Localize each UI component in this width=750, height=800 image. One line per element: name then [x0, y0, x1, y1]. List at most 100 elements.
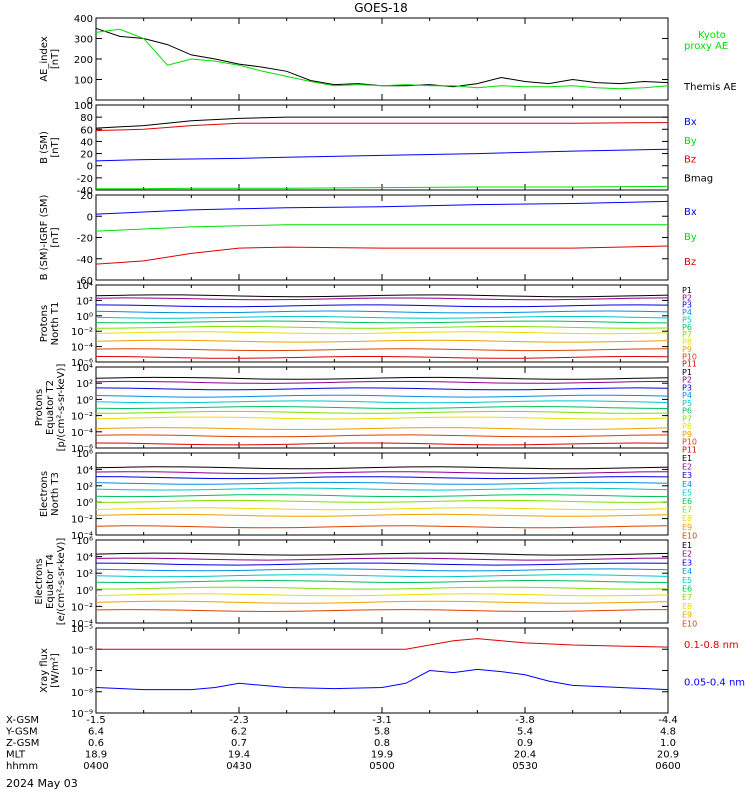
- level-line-P7: [95, 325, 669, 329]
- y-tick-label: 10⁻⁵: [71, 624, 93, 635]
- level-line-P10: [95, 348, 669, 352]
- legend-entry: Bx: [684, 207, 697, 218]
- axis-label-y: [e/(cm²-s-sr-keV)]: [56, 538, 67, 626]
- level-line-P7: [95, 410, 669, 414]
- panel-frame: [95, 104, 669, 191]
- panel-frame: [95, 627, 669, 714]
- y-tick-label: 0: [87, 212, 93, 223]
- legend-entry: E4: [682, 480, 692, 489]
- time-axis-value: 0400: [83, 761, 108, 772]
- y-tick-label: 100: [74, 76, 93, 87]
- time-axis-value: -4.4: [658, 715, 678, 726]
- y-tick-label: -40: [77, 255, 93, 266]
- panel-pnorth: 10⁻⁶ 10⁻⁴ 10⁻² 10⁰ 10² 10⁴ Protons North T1 P1P2…: [39, 281, 697, 369]
- y-tick-label: 10⁴: [76, 281, 93, 292]
- legend-entry: E1: [682, 454, 692, 463]
- series-line-bx: [95, 148, 669, 162]
- y-tick-label: 60: [80, 125, 93, 136]
- y-tick-label: 10²: [76, 296, 93, 307]
- time-axis-value: 18.9: [85, 750, 107, 761]
- y-tick-label: 10⁻⁴: [71, 343, 93, 354]
- axis-label-y: [p/(cm²-s-sr-keV)]: [56, 364, 67, 452]
- level-line-P3: [95, 387, 669, 391]
- time-axis-value: 5.8: [374, 727, 390, 738]
- y-tick-label: 10⁻⁶: [71, 444, 93, 455]
- legend-entry: E10: [682, 619, 697, 628]
- time-axis-row-label: Z-GSM: [6, 738, 39, 749]
- panel-frame: [95, 17, 669, 101]
- y-tick-label: 200: [74, 55, 93, 66]
- level-line-E8: [95, 507, 669, 511]
- legend-entry: E2: [682, 463, 692, 472]
- y-tick-label: 10⁰: [76, 586, 93, 597]
- level-line-E9: [95, 513, 669, 517]
- level-line-E2: [95, 471, 669, 475]
- legend-entry: E5: [682, 488, 692, 497]
- panel-frame: [95, 452, 669, 536]
- time-axis-value: 19.9: [371, 750, 393, 761]
- axis-label-y: Protons: [34, 389, 45, 426]
- level-line-P3: [95, 304, 669, 308]
- level-line-E5: [95, 487, 669, 491]
- axis-label-y: B (SM)-IGRF (SM): [39, 195, 50, 281]
- time-axis-value: 19.4: [228, 750, 250, 761]
- legend-entry: P11: [682, 445, 697, 454]
- y-tick-label: 10⁻⁴: [71, 619, 93, 630]
- axis-label-y: Electrons: [34, 558, 45, 604]
- time-axis-value: -3.8: [515, 715, 535, 726]
- series-line-bz: [95, 245, 669, 265]
- legend-entry: P6: [682, 323, 692, 332]
- legend-entry: P1: [682, 286, 692, 295]
- panel-eequator: 10⁻⁴ 10⁻² 10⁰ 10² 10⁴ 10⁶ Electrons Equator T4[…: [34, 536, 697, 630]
- axis-label-y: Equator T4: [45, 554, 56, 609]
- level-line-E1: [95, 466, 669, 470]
- y-tick-label: 10⁰: [76, 498, 93, 509]
- legend-entry: E7: [682, 593, 692, 602]
- time-axis-value: -1.5: [86, 715, 106, 726]
- axis-label-y: Xray flux: [39, 648, 50, 693]
- level-line-E7: [95, 586, 669, 590]
- legend-entry: E6: [682, 497, 692, 506]
- level-line-P1: [95, 376, 669, 380]
- legend-entry: Themis AE: [683, 82, 737, 93]
- axis-label-y: [nT]: [50, 49, 61, 69]
- y-tick-label: 20: [80, 191, 93, 202]
- level-line-P1: [95, 294, 669, 298]
- level-line-E10: [95, 609, 669, 613]
- level-line-P11: [95, 442, 669, 446]
- level-line-P2: [95, 297, 669, 301]
- level-line-P6: [95, 320, 669, 324]
- legend-entry: Bmag: [684, 173, 713, 184]
- date-label: 2024 May 03: [6, 777, 78, 790]
- time-axis-value: -2.3: [229, 715, 249, 726]
- y-tick-label: 0: [87, 162, 93, 173]
- legend-entry: P2: [682, 376, 692, 385]
- level-line-E2: [95, 557, 669, 561]
- legend-entry: P7: [682, 414, 692, 423]
- legend-entry: proxy AE: [684, 41, 728, 52]
- level-line-P6: [95, 405, 669, 410]
- legend-entry: P7: [682, 330, 692, 339]
- time-axis-value: 0430: [226, 761, 251, 772]
- panel-bigrf: -60 -40 -20 0 20 B (SM)-IGRF (SM) [nT] Bx By Bz: [39, 191, 697, 287]
- y-tick-label: 300: [74, 35, 93, 46]
- y-tick-label: -60: [77, 276, 93, 287]
- legend-entry: Bx: [684, 117, 697, 128]
- series-line-by: [96, 185, 669, 190]
- legend-entry: P2: [682, 293, 692, 302]
- panel-frame: [95, 194, 669, 281]
- legend-entry: E9: [682, 523, 692, 532]
- level-line-P8: [95, 331, 669, 335]
- y-tick-label: 0: [87, 96, 93, 107]
- y-tick-label: 10⁻⁸: [71, 688, 93, 699]
- legend-entry: P3: [682, 301, 692, 310]
- legend-entry: 0.05-0.4 nm: [684, 678, 745, 689]
- level-line-E3: [95, 562, 669, 566]
- legend-entry: E2: [682, 550, 692, 559]
- level-line-P9: [95, 427, 669, 431]
- axis-label-y: North T1: [50, 302, 61, 346]
- time-axis-value: -3.1: [372, 715, 392, 726]
- y-tick-label: 10⁻²: [71, 327, 93, 338]
- legend-entry: E1: [682, 541, 692, 550]
